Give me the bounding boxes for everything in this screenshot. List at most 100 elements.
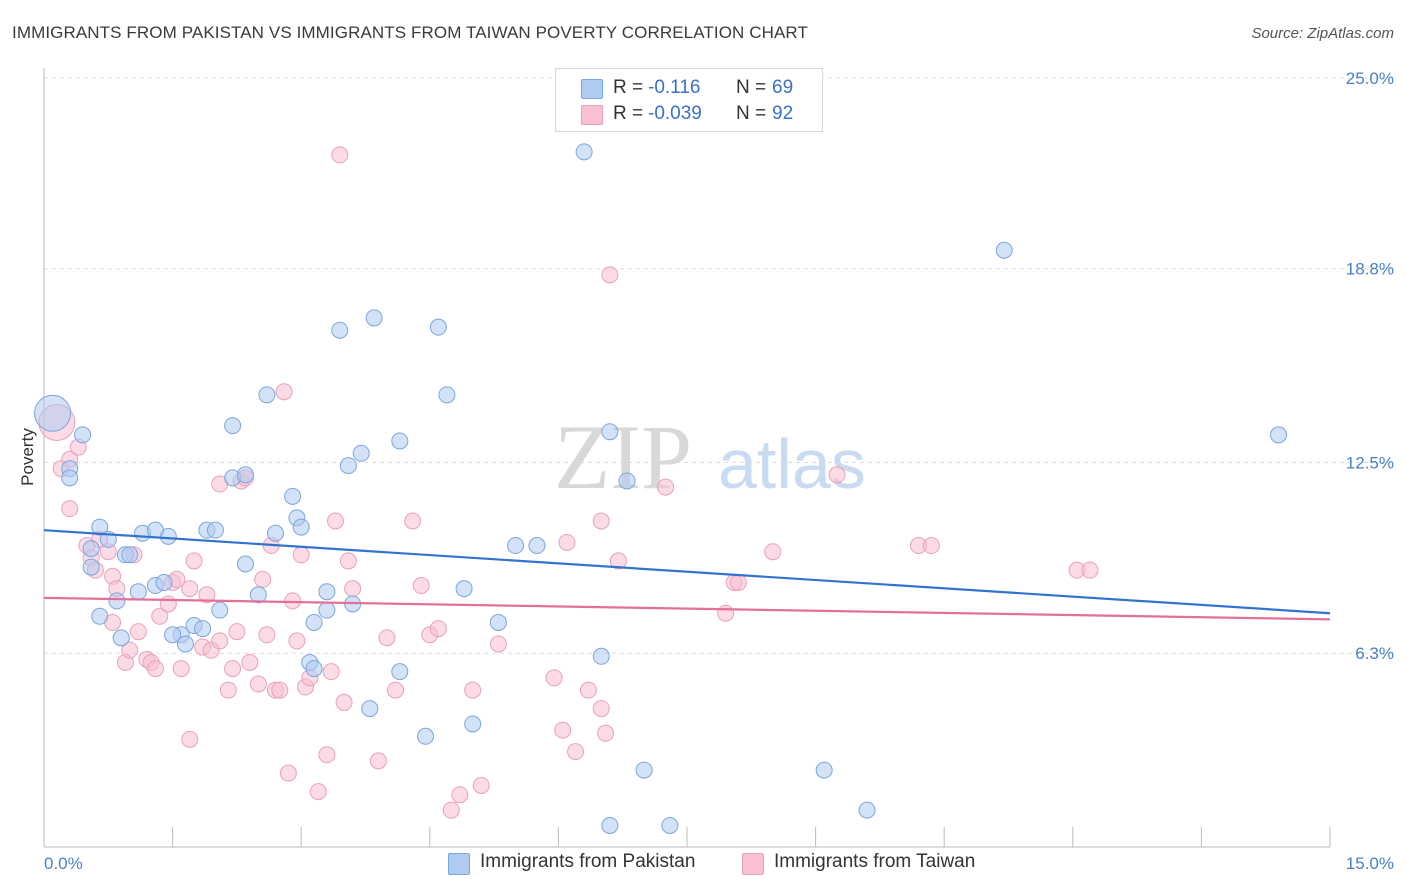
taiwan-point [181,580,199,598]
taiwan-point [567,743,585,761]
pakistan-point [365,309,383,327]
taiwan-point [464,681,482,699]
taiwan-point [412,577,430,595]
pakistan-trend-line [43,529,1331,615]
taiwan-point [554,721,572,739]
pakistan-point [146,521,164,539]
pakistan-point [258,386,276,404]
pakistan-point [489,613,507,631]
pakistan-point [292,518,310,536]
pakistan-point [121,546,139,564]
pakistan-point [618,472,636,490]
pakistan-point [318,583,336,601]
taiwan-point [228,623,246,641]
taiwan-point [185,552,203,570]
taiwan-point [378,629,396,647]
trend-lines [43,529,1331,621]
pakistan-point [361,700,379,718]
y-tick-label: 6.3% [1355,644,1394,663]
taiwan-point [172,660,190,678]
pakistan-point [129,583,147,601]
taiwan-point [224,660,242,678]
source-label: Source: ZipAtlas.com [1251,25,1394,42]
pakistan-point [61,469,79,487]
pakistan-swatch [581,79,603,99]
pakistan-point [815,761,833,779]
n-value: 92 [772,103,794,124]
taiwan-trend-line [43,596,1331,621]
taiwan-legend-swatch [742,853,764,875]
taiwan-point [429,620,447,638]
taiwan-point [326,512,344,530]
taiwan-point [1081,561,1099,579]
pakistan-legend-label: Immigrants from Pakistan [480,851,696,872]
pakistan-point [995,241,1013,259]
pakistan-point [352,444,370,462]
taiwan-point [198,586,216,604]
pakistan-point [575,143,593,161]
taiwan-point [601,266,619,284]
pakistan-point [91,518,109,536]
taiwan-point [322,663,340,681]
pakistan-point [305,613,323,631]
taiwan-point [288,632,306,650]
taiwan-point [592,700,610,718]
pakistan-point [82,540,100,558]
taiwan-point [292,546,310,564]
pakistan-point [318,601,336,619]
taiwan-point [387,681,405,699]
taiwan-point [318,746,336,764]
y-axis-label: Poverty [18,428,37,486]
pakistan-point [82,558,100,576]
pakistan-point [464,715,482,733]
pakistan-point [91,607,109,625]
taiwan-point [579,681,597,699]
taiwan-point [279,764,297,782]
taiwan-point [451,786,469,804]
taiwan-point [258,626,276,644]
pakistan-point [176,635,194,653]
taiwan-point [404,512,422,530]
pakistan-point [507,537,525,555]
n-label: N = [736,77,767,98]
taiwan-point [609,552,627,570]
pakistan-legend-swatch [448,853,470,875]
taiwan-legend-label: Immigrants from Taiwan [774,851,976,872]
taiwan-point [545,669,563,687]
y-tick-labels: 25.0% 18.8% 12.5% 6.3% [1346,69,1394,663]
pakistan-point [1270,426,1288,444]
r-value: -0.116 [648,77,701,98]
taiwan-point [146,660,164,678]
r-value: -0.039 [648,103,702,124]
pakistan-point [224,417,242,435]
taiwan-point [61,500,79,518]
taiwan-point [597,724,615,742]
legend-row-taiwan: R = -0.039 N = 92 [556,101,822,127]
pakistan-point [331,321,349,339]
taiwan-point [254,570,272,588]
pakistan-point [164,626,182,644]
taiwan-point [159,595,177,613]
taiwan-point [275,383,293,401]
pakistan-point [339,457,357,475]
taiwan-point [241,653,259,671]
taiwan-point [729,573,747,591]
pakistan-point [236,555,254,573]
pakistan-point [601,816,619,834]
taiwan-point [151,607,169,625]
y-tick-label: 12.5% [1346,454,1394,473]
taiwan-point [717,604,735,622]
taiwan-point [344,580,362,598]
pakistan-point [194,620,212,638]
pakistan-point [391,432,409,450]
taiwan-point [592,512,610,530]
pakistan-point [211,601,229,619]
taiwan-point [121,641,139,659]
pakistan-point [266,524,284,542]
taiwan-point [249,675,267,693]
pakistan-point [249,586,267,604]
taiwan-point [657,478,675,496]
taiwan-point [369,752,387,770]
pakistan-point [34,394,72,432]
